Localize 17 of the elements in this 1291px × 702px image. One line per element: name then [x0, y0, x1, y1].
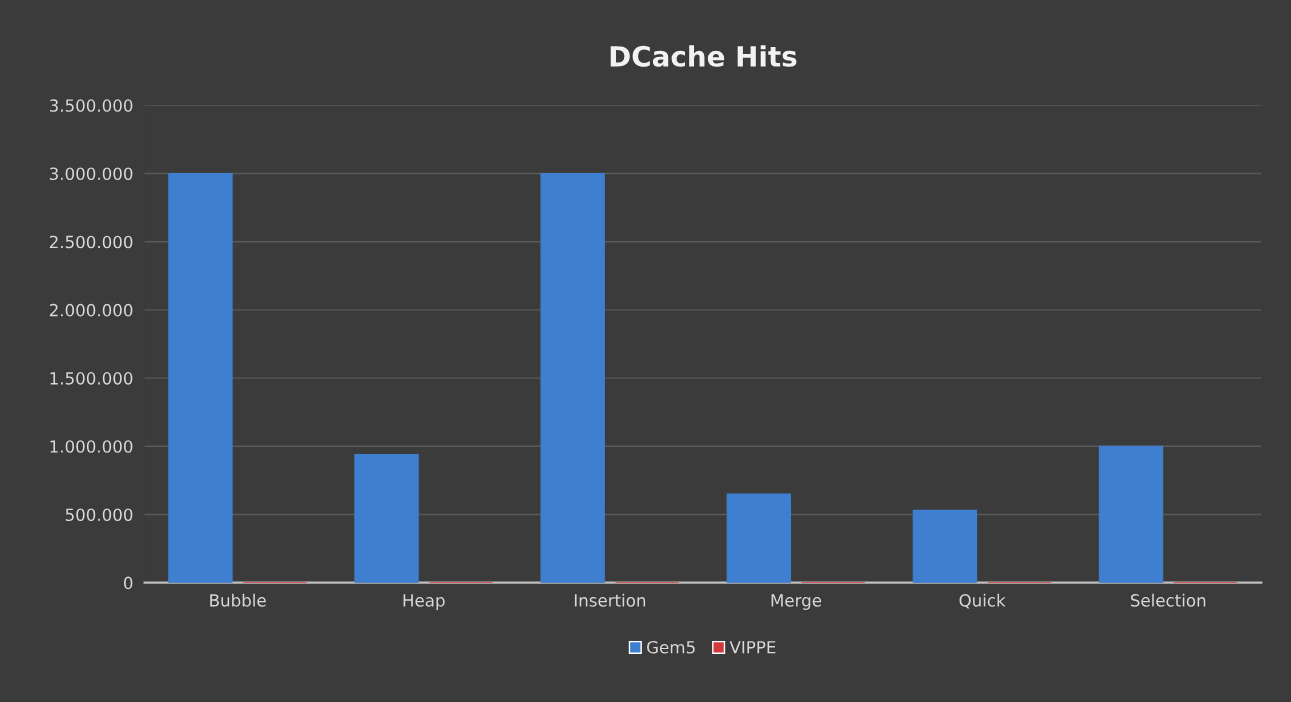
- legend-label: VIPPE: [729, 641, 776, 654]
- x-tick-label: Bubble: [210, 593, 266, 607]
- x-tick-label: Merge: [771, 594, 822, 610]
- y-tick-label: 1.500.000: [50, 372, 133, 385]
- chart-title: DCache Hits: [610, 45, 797, 67]
- y-tick-label: 3.000.000: [49, 167, 133, 181]
- legend-label: Gem5: [647, 640, 695, 654]
- y-tick-label: 0: [123, 576, 133, 590]
- x-tick-label: Heap: [403, 594, 445, 610]
- x-tick-label: Insertion: [574, 593, 646, 607]
- x-tick-label: Selection: [1130, 593, 1206, 607]
- x-tick-label: Quick: [959, 593, 1006, 609]
- y-tick-label: 3.500.000: [49, 99, 133, 112]
- y-tick-label: 1.000.000: [50, 440, 133, 453]
- y-tick-label: 2.000.000: [49, 303, 133, 317]
- y-tick-label: 500.000: [65, 508, 133, 522]
- y-tick-label: 2.500.000: [49, 235, 133, 249]
